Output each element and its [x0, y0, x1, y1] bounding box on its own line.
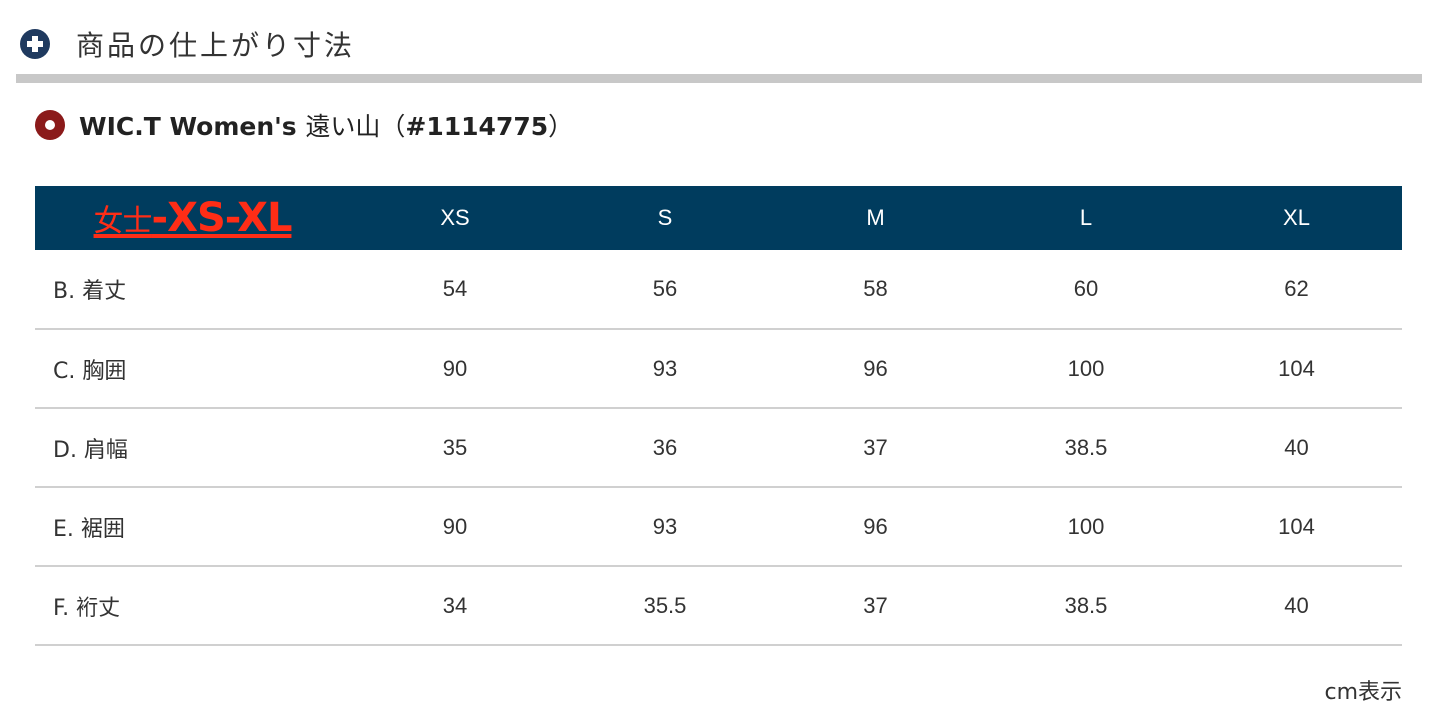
product-code: #1114775 [405, 112, 549, 141]
table-cell: 90 [442, 355, 468, 381]
row-label: C. 胸囲 [53, 358, 127, 384]
table-cell: 104 [1278, 513, 1315, 539]
table-cell: 96 [863, 513, 888, 539]
size-header-l: L [1079, 205, 1093, 230]
table-cell: 37 [863, 434, 888, 460]
section-divider [16, 74, 1422, 83]
table-cell: 58 [863, 276, 888, 301]
table-cell: 40 [1284, 592, 1309, 618]
table-cell: 40 [1284, 434, 1309, 460]
row-label: D. 肩幅 [53, 437, 128, 463]
section-header: 商品の仕上がり寸法 [20, 22, 355, 66]
table-cell: 54 [442, 276, 468, 301]
size-header-m: M [866, 205, 885, 230]
product-name: WIC.T Women's [79, 112, 297, 141]
table-row: E. 裾囲 90 93 96 100 104 [35, 487, 1402, 566]
table-cell: 100 [1067, 355, 1105, 381]
row-label: F. 裄丈 [53, 595, 121, 621]
table-cell: 104 [1278, 355, 1315, 381]
size-range-label: -XS-XL [151, 195, 293, 241]
ring-icon [35, 110, 65, 140]
table-cell: 90 [442, 513, 468, 539]
row-label: E. 裾囲 [53, 516, 125, 542]
table-row: F. 裄丈 34 35.5 37 38.5 40 [35, 566, 1402, 645]
table-cell: 60 [1073, 276, 1099, 301]
table-corner-cell: 女士-XS-XL [35, 186, 350, 250]
plus-circle-icon [20, 29, 50, 59]
product-name-jp: 遠い山（ [305, 112, 406, 141]
section-title: 商品の仕上がり寸法 [76, 29, 356, 62]
size-header-xl: XL [1283, 205, 1310, 230]
product-heading: WIC.T Women's 遠い山（#1114775） [35, 105, 573, 145]
table-cell: 35.5 [643, 592, 687, 618]
size-header-s: S [657, 205, 673, 230]
product-title: WIC.T Women's 遠い山（#1114775） [79, 107, 573, 143]
size-header-xs: XS [440, 205, 470, 230]
gender-size-label: 女士-XS-XL [93, 195, 293, 241]
row-label: B. 着丈 [53, 279, 127, 304]
table-header-row: 女士-XS-XL XS S M L XL [35, 186, 1402, 250]
table-row: D. 肩幅 35 36 37 38.5 40 [35, 408, 1402, 487]
size-table: 女士-XS-XL XS S M L XL B. 着丈 54 56 58 60 6… [35, 186, 1402, 646]
table-row: B. 着丈 54 56 58 60 62 [35, 250, 1402, 329]
table-cell: 36 [652, 434, 678, 460]
table-cell: 34 [442, 592, 468, 618]
table-row: C. 胸囲 90 93 96 100 104 [35, 329, 1402, 408]
table-cell: 96 [863, 355, 888, 381]
table-cell: 35 [442, 434, 468, 460]
table-cell: 100 [1067, 513, 1105, 539]
table-cell: 56 [652, 276, 678, 301]
product-title-close: ） [548, 112, 574, 141]
table-cell: 62 [1284, 276, 1309, 301]
table-cell: 38.5 [1064, 592, 1108, 618]
table-cell: 37 [863, 592, 888, 618]
unit-note: cm表示 [1324, 680, 1402, 705]
table-cell: 93 [652, 355, 678, 381]
gender-label: 女士 [93, 204, 153, 239]
table-cell: 38.5 [1064, 434, 1108, 460]
table-cell: 93 [652, 513, 678, 539]
